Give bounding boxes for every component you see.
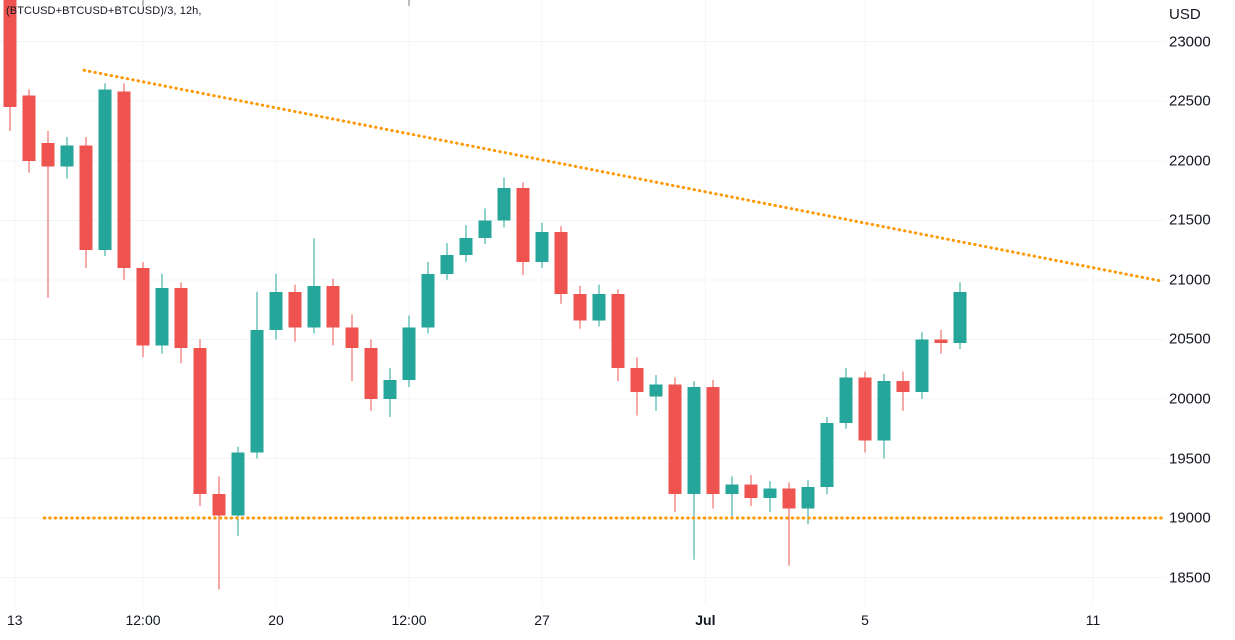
time-axis-label: 5 [861, 612, 869, 628]
candle-body-up [953, 291, 967, 343]
candle-body-down [22, 95, 36, 161]
price-axis-label: 19500 [1169, 450, 1211, 467]
candle-body-down [668, 384, 682, 495]
candle-body-up [649, 384, 663, 397]
candle-body-up [763, 488, 777, 498]
candle-body-down [744, 484, 758, 498]
price-axis-label: 22000 [1169, 152, 1211, 170]
time-axis-label: 20 [268, 612, 284, 628]
candle-body-up [915, 339, 929, 392]
top-tick-marks [142, 0, 410, 6]
candle-body-down [706, 387, 720, 495]
price-axis-label: 21500 [1169, 211, 1211, 229]
candle-body-down [782, 488, 796, 509]
time-axis[interactable]: 13 12:00 20 12:00 27 Jul 5 11 [0, 605, 1165, 640]
candle-body-down [41, 142, 55, 167]
currency-label: USD [1169, 6, 1201, 23]
time-axis-label: 13 [6, 612, 23, 628]
candle-body-down [3, 0, 17, 108]
candle-body-up [307, 285, 321, 328]
candle-body-up [839, 377, 853, 423]
candle-body-up [592, 294, 606, 321]
candle-body-down [174, 288, 188, 348]
candle-body-up [440, 254, 454, 274]
candle-body-down [554, 232, 568, 295]
candle-body-down [79, 145, 93, 251]
time-axis-label: 12:00 [125, 612, 161, 628]
candle-body-up [725, 484, 739, 495]
price-axis-label: 21000 [1169, 271, 1211, 289]
candle-body-up [383, 379, 397, 399]
candle-body-down [117, 91, 131, 268]
trendlines-layer[interactable] [42, 68, 1163, 520]
candle-body-up [535, 232, 549, 263]
time-axis-label: Jul [695, 612, 716, 628]
candle-body-up [478, 220, 492, 239]
symbol-legend[interactable]: (BTCUSD+BTCUSD+BTCUSD)/3, 12h, [6, 5, 202, 17]
candle-body-up [877, 381, 891, 441]
time-axis-label: 27 [534, 612, 550, 628]
candle-body-down [630, 368, 644, 392]
candle-body-up [459, 238, 473, 255]
time-axis-label: 11 [1085, 612, 1101, 628]
candle-body-up [269, 291, 283, 330]
candle-body-up [231, 452, 245, 516]
candle-body-down [896, 381, 910, 392]
price-axis-label: 19000 [1169, 509, 1211, 527]
candle-body-down [573, 294, 587, 321]
chart-pane[interactable] [0, 0, 1165, 605]
price-axis-label: 18500 [1169, 569, 1211, 587]
candle-body-up [687, 387, 701, 495]
candle-body-down [193, 347, 207, 495]
candle-body-up [250, 329, 264, 453]
candle-body-down [345, 327, 359, 348]
candle-body-down [934, 339, 948, 343]
candle-body-down [136, 267, 150, 346]
candle-body-up [497, 188, 511, 221]
candle-body-down [288, 291, 302, 328]
candle-body-down [858, 377, 872, 441]
candle-body-down [364, 347, 378, 399]
price-axis[interactable]: USD 23000 22500 22000 21500 21000 20500 20000 1… [1165, 0, 1235, 605]
candle-body-down [326, 285, 340, 328]
candle-body-up [155, 288, 169, 346]
candle-body-up [801, 487, 815, 509]
candle-body-up [421, 273, 435, 328]
candle-body-down [212, 494, 226, 516]
price-axis-label: 23000 [1169, 33, 1211, 51]
price-axis-label: 22500 [1169, 92, 1211, 110]
time-axis-label: 12:00 [391, 612, 427, 628]
candle-body-down [516, 188, 530, 263]
price-axis-label: 20500 [1169, 330, 1211, 348]
price-axis-label: 20000 [1169, 390, 1211, 408]
candle-body-down [611, 294, 625, 369]
candle-body-up [820, 422, 834, 488]
trendline-descending-resistance[interactable] [82, 68, 1163, 283]
candle-body-up [98, 89, 112, 251]
candle-body-up [60, 145, 74, 167]
candles-layer [3, 0, 967, 590]
candle-body-up [402, 327, 416, 380]
